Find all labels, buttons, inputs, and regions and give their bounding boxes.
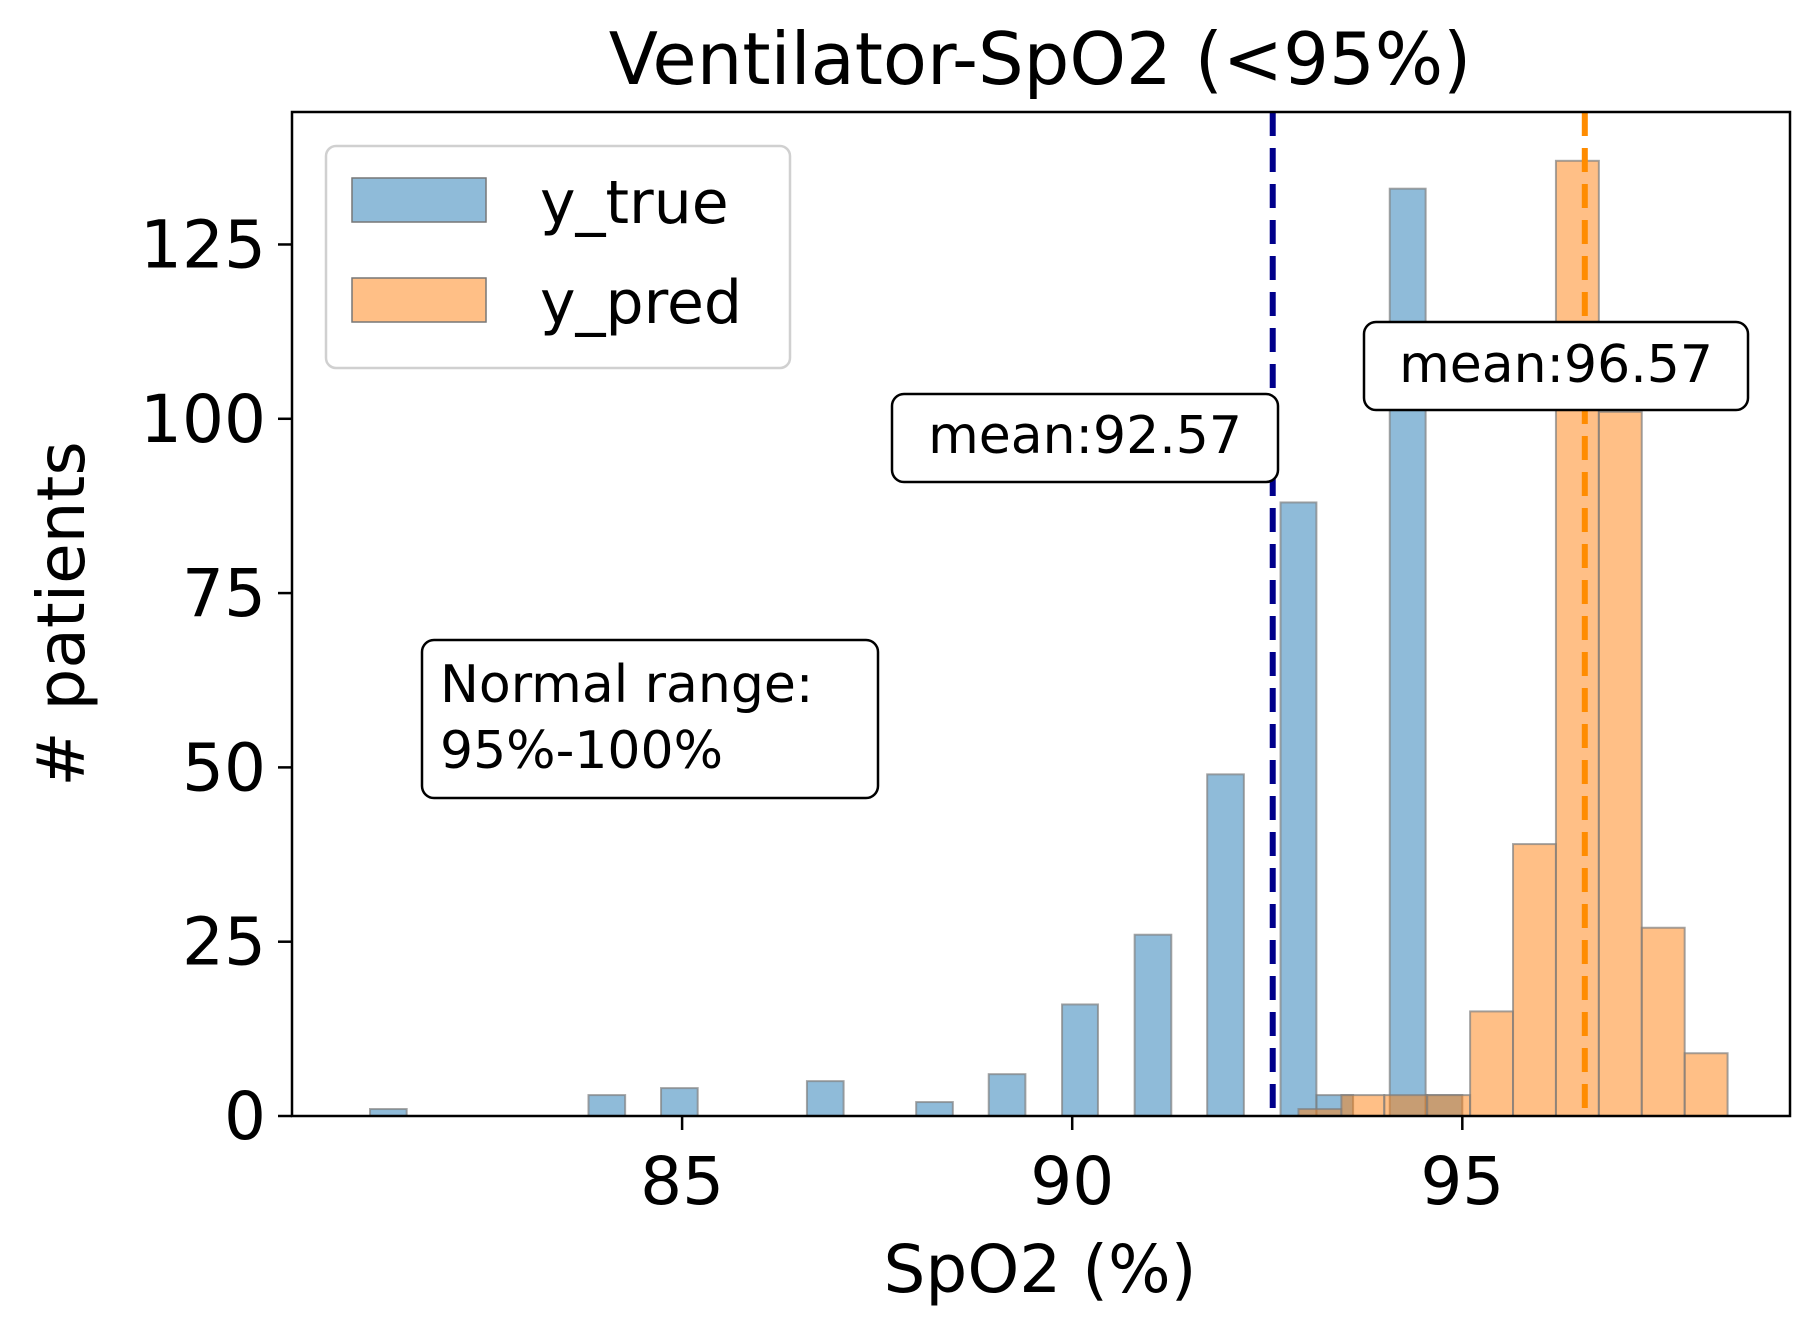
legend-swatch-y-true	[351, 177, 487, 223]
y-true-bar-4	[915, 1101, 954, 1117]
mean-annotation-y-true: mean:92.57	[890, 392, 1280, 484]
y-axis-ticks: 0 25 50 75 100 125	[140, 206, 292, 1155]
y-true-bar-7	[1133, 933, 1173, 1117]
y-tick-label-100: 100	[140, 381, 266, 458]
y-true-bar-6	[1061, 1003, 1099, 1118]
y-true-bar-8	[1206, 773, 1245, 1117]
y-tick-label-0: 0	[224, 1078, 266, 1155]
x-tick-label-85: 85	[640, 1143, 724, 1220]
y-pred-bar-2	[1383, 1094, 1429, 1118]
y-true-bar-9	[1279, 501, 1318, 1117]
y-pred-bar-9	[1683, 1052, 1729, 1117]
y-pred-bar-5	[1512, 843, 1557, 1117]
plot-frame	[290, 110, 1792, 1118]
legend: y_true y_pred	[324, 144, 792, 370]
mean-annotation-y-pred: mean:96.57	[1362, 320, 1750, 412]
chart-title: Ventilator-SpO2 (<95%)	[609, 17, 1472, 101]
y-tick-label-125: 125	[140, 206, 266, 283]
mean-box-y-true	[890, 392, 1280, 484]
normal-range-line-2: 95%-100%	[440, 721, 723, 781]
y-true-bar-1	[587, 1094, 627, 1118]
y-true-bar-2	[660, 1087, 699, 1117]
y-pred-bar-1	[1340, 1094, 1386, 1118]
y-tick-label-25: 25	[182, 904, 266, 981]
y-pred-bar-8	[1640, 926, 1686, 1117]
legend-label-y-pred: y_pred	[540, 268, 742, 338]
y-pred-bar-6	[1554, 159, 1600, 1118]
y-pred-bar-7	[1597, 410, 1643, 1117]
y-true-bar-3	[805, 1080, 845, 1118]
x-tick-label-95: 95	[1420, 1143, 1504, 1220]
legend-label-y-true: y_true	[540, 168, 729, 238]
y-tick-label-75: 75	[182, 555, 266, 632]
x-axis-label: SpO2 (%)	[884, 1231, 1197, 1308]
legend-swatch-y-pred	[351, 277, 487, 323]
y-pred-bars	[1297, 159, 1729, 1118]
y-axis-label: # patients	[23, 441, 100, 787]
y-pred-bar-4	[1469, 1010, 1515, 1118]
y-tick-label-50: 50	[182, 729, 266, 806]
y-pred-bar-3	[1426, 1094, 1472, 1118]
normal-range-line-1: Normal range:	[440, 655, 813, 715]
normal-range-box	[420, 638, 880, 800]
normal-range-annotation: Normal range: 95%-100%	[420, 638, 880, 800]
x-tick-label-90: 90	[1030, 1143, 1114, 1220]
mean-text-y-true: mean:92.57	[928, 406, 1242, 466]
mean-box-y-pred	[1362, 320, 1750, 412]
y-true-bar-5	[987, 1073, 1027, 1117]
mean-text-y-pred: mean:96.57	[1399, 335, 1713, 395]
x-axis-ticks: 85 90 95	[640, 1116, 1504, 1220]
